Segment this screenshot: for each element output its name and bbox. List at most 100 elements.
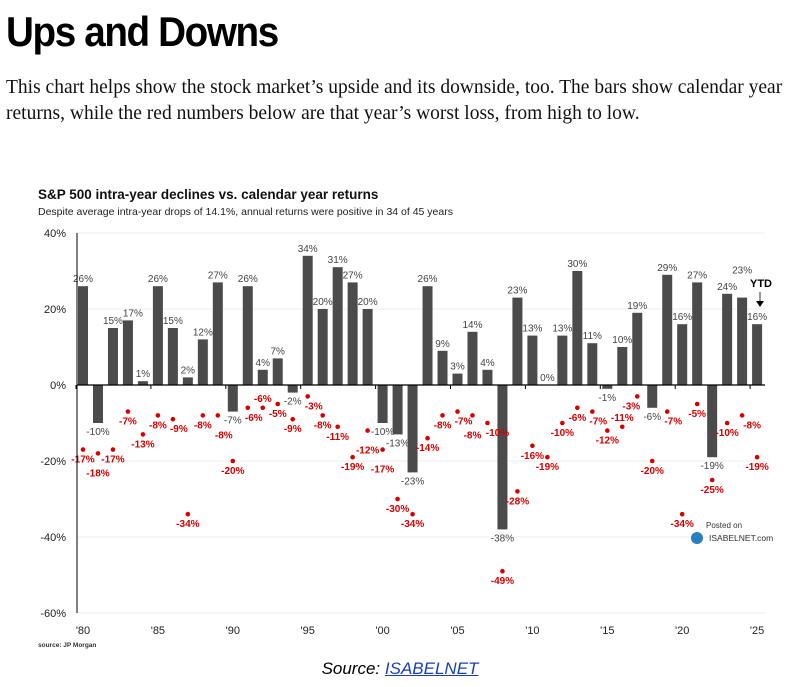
- ytd-label: YTD: [750, 278, 772, 290]
- chart-subtitle: Despite average intra-year drops of 14.1…: [38, 206, 453, 218]
- y-tick-label: 0%: [50, 380, 66, 392]
- source-link[interactable]: ISABELNET: [384, 659, 479, 678]
- bar-label: 26%: [148, 274, 168, 285]
- bar-2018: [647, 385, 658, 408]
- decline-label: -12%: [596, 436, 619, 447]
- bar-1984: [137, 381, 148, 385]
- bar-label: 16%: [672, 312, 692, 323]
- bar-label: 27%: [687, 270, 707, 281]
- decline-dot-1991: [245, 405, 251, 411]
- decline-label: -20%: [221, 466, 244, 477]
- decline-dot-2023: [724, 420, 730, 426]
- bar-label: 14%: [462, 320, 482, 331]
- bar-2009: [512, 297, 523, 385]
- bar-2013: [572, 271, 583, 385]
- bar-1994: [287, 385, 298, 393]
- x-tick-label: '25: [750, 625, 764, 637]
- chart: S&P 500 intra-year declines vs. calendar…: [38, 187, 773, 649]
- bar-1990: [227, 385, 238, 412]
- decline-dot-2006: [470, 413, 475, 418]
- decline-dot-2008: [500, 568, 505, 574]
- decline-label: -5%: [688, 409, 706, 420]
- bar-1998: [347, 282, 358, 385]
- decline-label: -6%: [254, 394, 272, 405]
- bar-2014: [587, 343, 598, 385]
- decline-label: -6%: [568, 413, 586, 424]
- decline-dot-2012: [560, 420, 565, 426]
- decline-dot-2000: [380, 447, 385, 452]
- decline-dot-1980: [80, 447, 86, 452]
- decline-label: -3%: [305, 401, 323, 412]
- decline-label: -14%: [416, 443, 439, 454]
- decline-dot-2001: [395, 496, 400, 502]
- decline-label: -28%: [506, 496, 529, 507]
- decline-dot-1996: [320, 413, 325, 418]
- y-tick-label: -20%: [40, 456, 66, 468]
- bar-1986: [167, 328, 178, 385]
- bar-1985: [152, 286, 163, 385]
- bar-label: 4%: [256, 358, 271, 369]
- bar-label: 34%: [298, 244, 318, 255]
- decline-dot-2015: [605, 428, 610, 433]
- bar-label: 11%: [583, 331, 602, 342]
- bar-2001: [392, 385, 403, 435]
- decline-label: -49%: [491, 576, 514, 587]
- bar-label: 4%: [480, 358, 495, 369]
- decline-label: -7%: [589, 417, 607, 428]
- y-tick-label: 20%: [44, 304, 66, 316]
- bar-label: -23%: [401, 476, 424, 487]
- decline-label: -13%: [131, 439, 154, 450]
- bar-1982: [107, 328, 118, 385]
- decline-dot-2010: [530, 443, 535, 449]
- bar-label: 9%: [435, 339, 450, 350]
- x-tick-label: '20: [675, 625, 689, 637]
- decline-label: -34%: [671, 519, 694, 530]
- decline-dot-2019: [664, 409, 670, 414]
- bar-label: 12%: [193, 327, 213, 338]
- bar-label: -38%: [491, 533, 514, 544]
- decline-label: -18%: [86, 468, 109, 479]
- bar-label: 29%: [657, 263, 677, 274]
- bar-label: -2%: [284, 397, 302, 408]
- x-tick-label: '05: [450, 625, 464, 637]
- bar-1995: [302, 255, 313, 385]
- decline-dot-1989: [215, 413, 221, 418]
- x-tick-label: '85: [151, 625, 165, 637]
- decline-dot-1982: [110, 447, 116, 452]
- bar-label: 20%: [313, 297, 333, 308]
- decline-dot-2003: [425, 435, 430, 441]
- bar-2021: [692, 282, 703, 385]
- bar-label: 26%: [238, 274, 258, 285]
- decline-label: -8%: [314, 420, 332, 431]
- bar-label: 23%: [507, 286, 527, 297]
- x-tick-label: '00: [375, 625, 389, 637]
- decline-dot-2005: [455, 409, 460, 414]
- y-tick-label: -40%: [40, 532, 66, 544]
- bar-label: 26%: [418, 274, 438, 285]
- bar-1988: [197, 339, 208, 385]
- article-title: Ups and Downs: [6, 8, 279, 55]
- bar-label: 0%: [540, 373, 555, 384]
- decline-label: -8%: [215, 430, 233, 441]
- bar-label: -6%: [643, 412, 661, 423]
- chart-title: S&P 500 intra-year declines vs. calendar…: [38, 187, 378, 202]
- decline-label: -11%: [611, 413, 634, 424]
- decline-dot-1988: [200, 413, 206, 418]
- decline-label: -19%: [745, 462, 768, 473]
- bar-label: 15%: [103, 316, 123, 327]
- decline-label: -9%: [284, 424, 302, 435]
- bar-2017: [632, 312, 643, 385]
- isabelnet-logo: [691, 532, 703, 544]
- bar-2023: [722, 293, 733, 385]
- bar-1987: [182, 377, 193, 385]
- y-tick-label: -60%: [40, 608, 66, 620]
- x-tick-label: '95: [301, 625, 315, 637]
- bar-2010: [527, 335, 538, 385]
- bar-2019: [662, 274, 673, 385]
- decline-dot-1986: [170, 416, 176, 422]
- bar-label: 3%: [450, 362, 465, 373]
- bar-2012: [557, 335, 568, 385]
- decline-dot-1994: [290, 416, 296, 422]
- decline-dot-2018: [649, 458, 655, 464]
- decline-dot-2020: [679, 511, 685, 517]
